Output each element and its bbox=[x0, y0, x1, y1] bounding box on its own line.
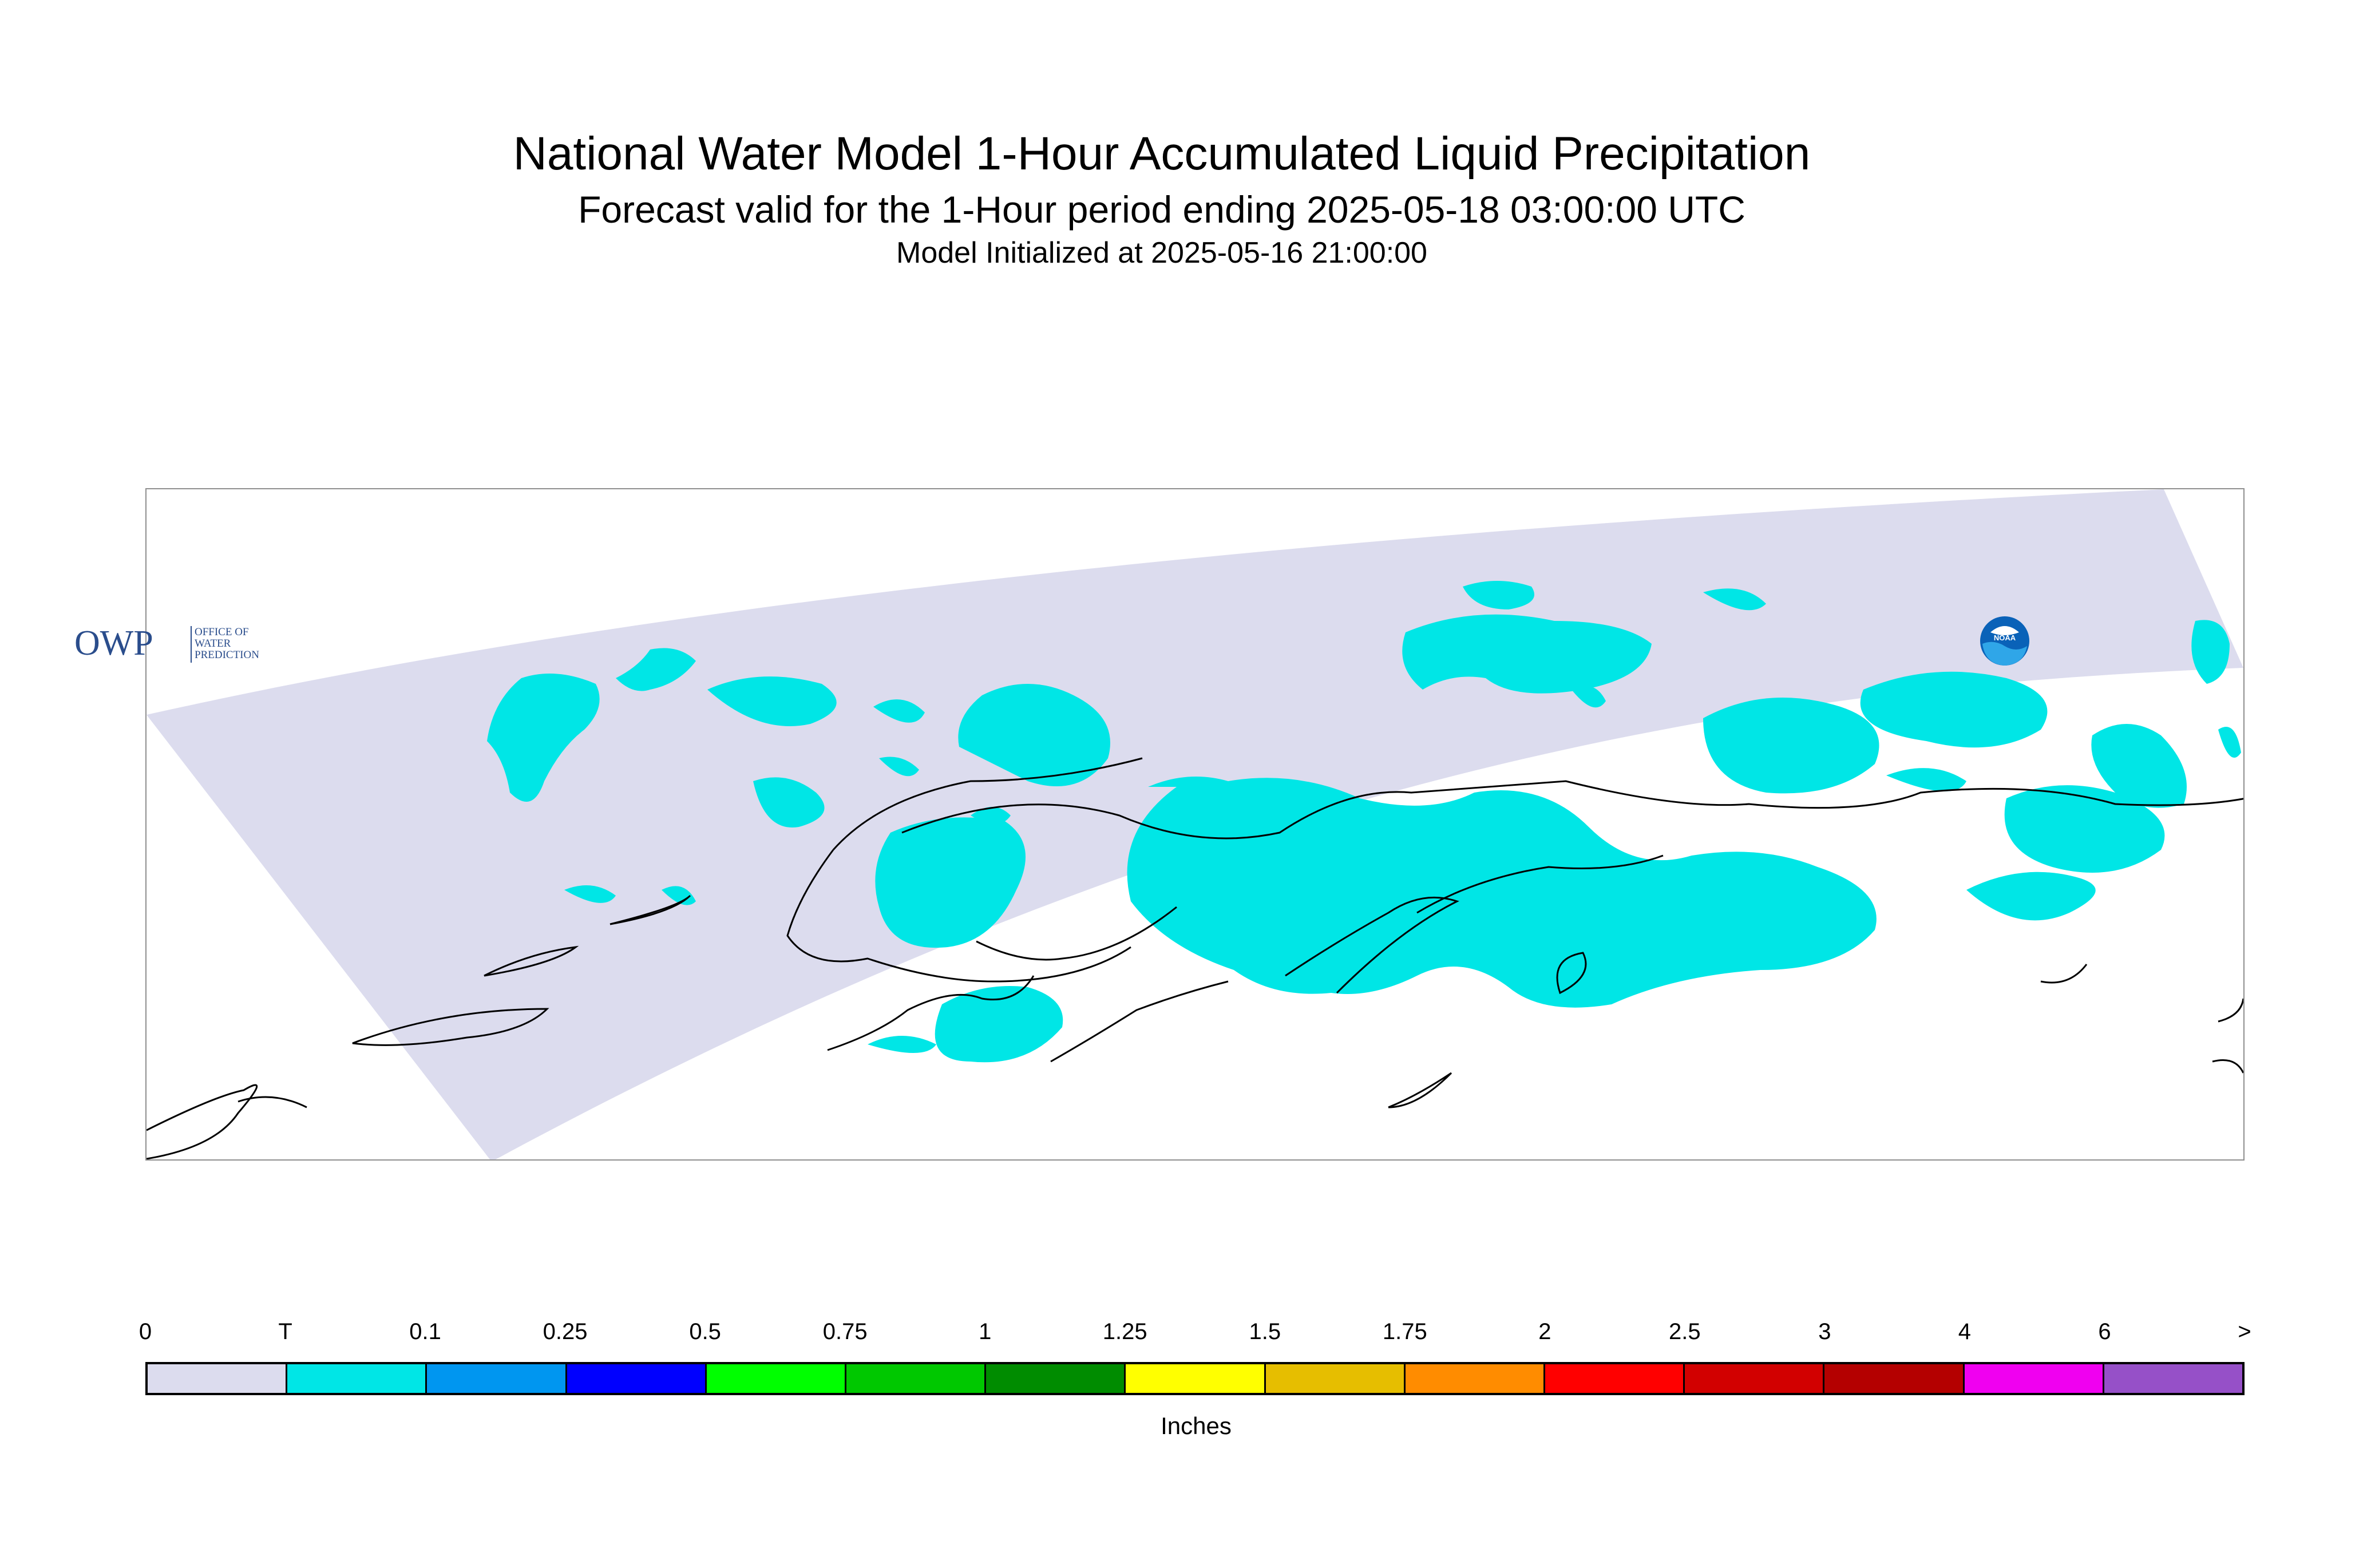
legend-label: 0 bbox=[138, 1319, 152, 1344]
precipitation-map[interactable] bbox=[145, 488, 2245, 1161]
legend-swatch-9 bbox=[1405, 1364, 1546, 1393]
chart-title: National Water Model 1-Hour Accumulated … bbox=[513, 128, 1811, 180]
legend-label: 0.1 bbox=[409, 1319, 441, 1344]
legend-swatch-1 bbox=[287, 1364, 428, 1393]
legend-swatch-7 bbox=[1126, 1364, 1266, 1393]
coastlines bbox=[147, 757, 2243, 1159]
legend-label: 1.5 bbox=[1249, 1319, 1281, 1344]
legend-swatch-0 bbox=[148, 1364, 288, 1393]
legend-label: 2 bbox=[1538, 1319, 1551, 1344]
legend-label: 0.75 bbox=[822, 1319, 868, 1344]
legend-swatch-4 bbox=[706, 1364, 847, 1393]
legend-swatch-5 bbox=[846, 1364, 987, 1393]
legend-swatch-6 bbox=[986, 1364, 1126, 1393]
legend-label: 4 bbox=[1958, 1319, 1972, 1344]
noaa-logo: NOAA bbox=[1980, 616, 2029, 666]
legend-swatch-2 bbox=[427, 1364, 567, 1393]
legend-swatch-12 bbox=[1824, 1364, 1965, 1393]
owp-logo-line1: OFFICE OF bbox=[195, 626, 249, 638]
owp-logo-line3: PREDICTION bbox=[195, 649, 259, 661]
legend-units: Inches bbox=[1161, 1412, 1232, 1439]
legend-label: 6 bbox=[2098, 1319, 2111, 1344]
legend-swatch-10 bbox=[1545, 1364, 1685, 1393]
forecast-valid-subtitle: Forecast valid for the 1-Hour period end… bbox=[578, 188, 1745, 231]
legend-label: > bbox=[2238, 1319, 2251, 1344]
map-canvas bbox=[147, 489, 2243, 1159]
color-legend bbox=[145, 1362, 2245, 1395]
legend-label: 1.75 bbox=[1382, 1319, 1427, 1344]
legend-swatch-8 bbox=[1265, 1364, 1406, 1393]
legend-swatch-11 bbox=[1685, 1364, 1825, 1393]
legend-label: 0.5 bbox=[689, 1319, 721, 1344]
owp-logo: OWP OFFICE OF WATER PREDICTION bbox=[74, 624, 259, 663]
legend-label: 1.25 bbox=[1102, 1319, 1147, 1344]
owp-logo-mark: OWP bbox=[74, 624, 153, 663]
legend-swatch-14 bbox=[2104, 1364, 2243, 1393]
legend-swatch-13 bbox=[1964, 1364, 2104, 1393]
legend-label: 2.5 bbox=[1669, 1319, 1701, 1344]
legend-label: 0.25 bbox=[543, 1319, 588, 1344]
trace-precip-areas bbox=[487, 581, 2241, 1063]
noaa-logo-text: NOAA bbox=[1994, 633, 2016, 642]
legend-label: T bbox=[278, 1319, 292, 1344]
owp-logo-line2: WATER bbox=[195, 638, 231, 650]
legend-label: 3 bbox=[1818, 1319, 1831, 1344]
legend-label: 1 bbox=[979, 1319, 992, 1344]
legend-swatch-3 bbox=[567, 1364, 707, 1393]
model-init-subtitle: Model Initialized at 2025-05-16 21:00:00 bbox=[896, 236, 1427, 270]
